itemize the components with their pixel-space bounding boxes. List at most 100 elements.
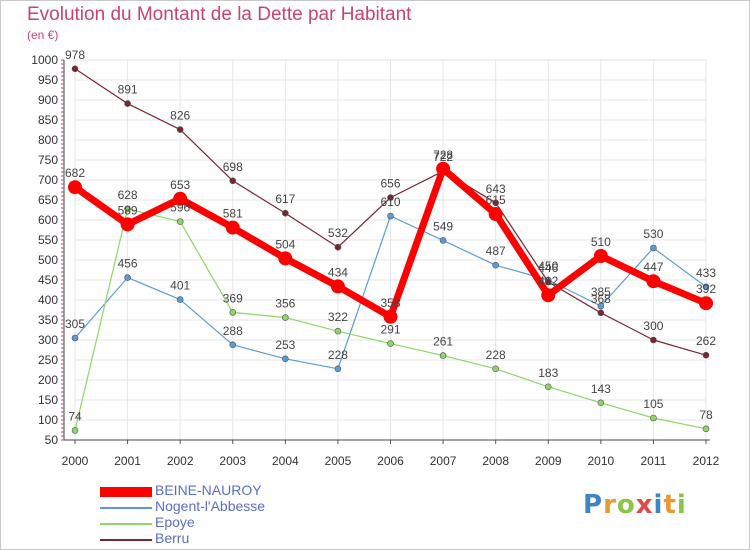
proxiti-logo: Proxiti [583, 490, 687, 520]
legend-label: Nogent-l'Abbesse [155, 498, 266, 514]
data-label: 589 [118, 203, 138, 217]
data-point [544, 383, 552, 391]
data-label: 305 [65, 317, 85, 331]
x-tick-label: 2006 [377, 454, 404, 468]
data-point [541, 288, 556, 303]
data-label: 532 [328, 226, 348, 240]
data-label: 446 [538, 261, 558, 275]
data-point [229, 341, 237, 349]
data-point [650, 244, 657, 252]
data-point [650, 414, 657, 422]
y-tick-label: 1000 [31, 53, 58, 67]
data-point [702, 351, 710, 359]
data-label: 291 [380, 323, 400, 337]
y-tick-label: 950 [38, 73, 58, 87]
data-point [71, 65, 79, 73]
y-tick-label: 200 [38, 373, 58, 387]
data-label: 530 [643, 227, 663, 241]
data-label: 596 [170, 201, 190, 215]
data-point [225, 220, 240, 235]
y-tick-label: 100 [38, 413, 58, 427]
x-tick-label: 2005 [325, 454, 352, 468]
data-label: 656 [380, 177, 400, 191]
data-label: 358 [380, 296, 400, 310]
legend-swatch [100, 523, 152, 525]
data-label: 643 [486, 182, 506, 196]
data-point [597, 399, 605, 407]
y-tick-label: 800 [38, 133, 58, 147]
data-point [176, 218, 184, 225]
data-label: 447 [643, 260, 663, 274]
data-label: 617 [275, 192, 295, 206]
data-point [71, 334, 79, 342]
data-point [492, 261, 499, 269]
data-point [492, 199, 499, 207]
legend-swatch [100, 487, 152, 497]
data-label: 322 [328, 310, 348, 324]
data-label: 653 [170, 178, 190, 192]
legend-label: BEINE-NAUROY [155, 482, 262, 498]
data-label: 262 [696, 334, 716, 348]
data-label: 978 [65, 48, 85, 62]
y-tick-label: 250 [38, 353, 58, 367]
data-label: 143 [591, 382, 611, 396]
data-label: 261 [433, 335, 453, 349]
data-label: 433 [696, 266, 716, 280]
data-label: 487 [486, 244, 506, 258]
data-point [387, 212, 394, 220]
data-point [282, 209, 289, 217]
data-labels: 305 456 401 288 253 228 610 549 487 450 385 530 433 7… [65, 48, 716, 424]
y-tick-label: 750 [38, 153, 58, 167]
y-tick-label: 850 [38, 113, 58, 127]
data-label: 253 [275, 338, 295, 352]
data-label: 581 [223, 207, 243, 221]
y-tick-label: 450 [38, 273, 58, 287]
chart-title: Evolution du Montant de la Dette par Hab… [27, 4, 412, 25]
data-label: 74 [68, 409, 82, 423]
data-label: 401 [170, 279, 190, 293]
x-tick-label: 2008 [482, 454, 509, 468]
data-label: 228 [328, 348, 348, 362]
data-point [176, 296, 184, 303]
data-point [229, 177, 237, 185]
y-tick-label: 150 [38, 393, 58, 407]
data-label: 385 [591, 285, 611, 299]
y-tick-label: 600 [38, 213, 58, 227]
data-point [597, 302, 605, 310]
data-label: 78 [699, 408, 713, 422]
data-point [124, 274, 131, 281]
data-label: 368 [591, 292, 611, 306]
data-point [593, 249, 608, 263]
x-tick-label: 2010 [587, 454, 614, 468]
data-label: 412 [538, 274, 558, 288]
data-point [334, 327, 342, 335]
data-point [597, 309, 605, 317]
data-point [439, 237, 447, 244]
data-label: 392 [696, 282, 716, 296]
data-point [173, 191, 188, 206]
data-label: 105 [643, 397, 663, 411]
y-tick-label: 50 [45, 433, 59, 447]
y-tick-label: 550 [38, 233, 58, 247]
data-point [699, 296, 713, 311]
data-label: 434 [328, 265, 348, 279]
y-tick-label: 650 [38, 193, 58, 207]
unit-label: (en €) [27, 28, 59, 42]
data-label: 504 [275, 237, 295, 251]
data-point [646, 274, 661, 289]
data-label: 300 [643, 319, 663, 333]
x-tick-label: 2002 [167, 454, 194, 468]
data-label: 456 [118, 257, 138, 271]
data-point [702, 283, 710, 291]
data-point [544, 278, 552, 286]
x-tick-label: 2000 [62, 454, 89, 468]
data-label: 288 [223, 324, 243, 338]
data-label: 510 [591, 235, 611, 249]
x-tick-label: 2001 [114, 454, 141, 468]
data-point [282, 355, 289, 363]
data-point [387, 340, 394, 347]
legend-label: Berru [155, 530, 190, 546]
y-tick-label: 350 [38, 313, 58, 327]
data-label: 615 [486, 193, 506, 207]
data-label: 722 [433, 150, 453, 164]
